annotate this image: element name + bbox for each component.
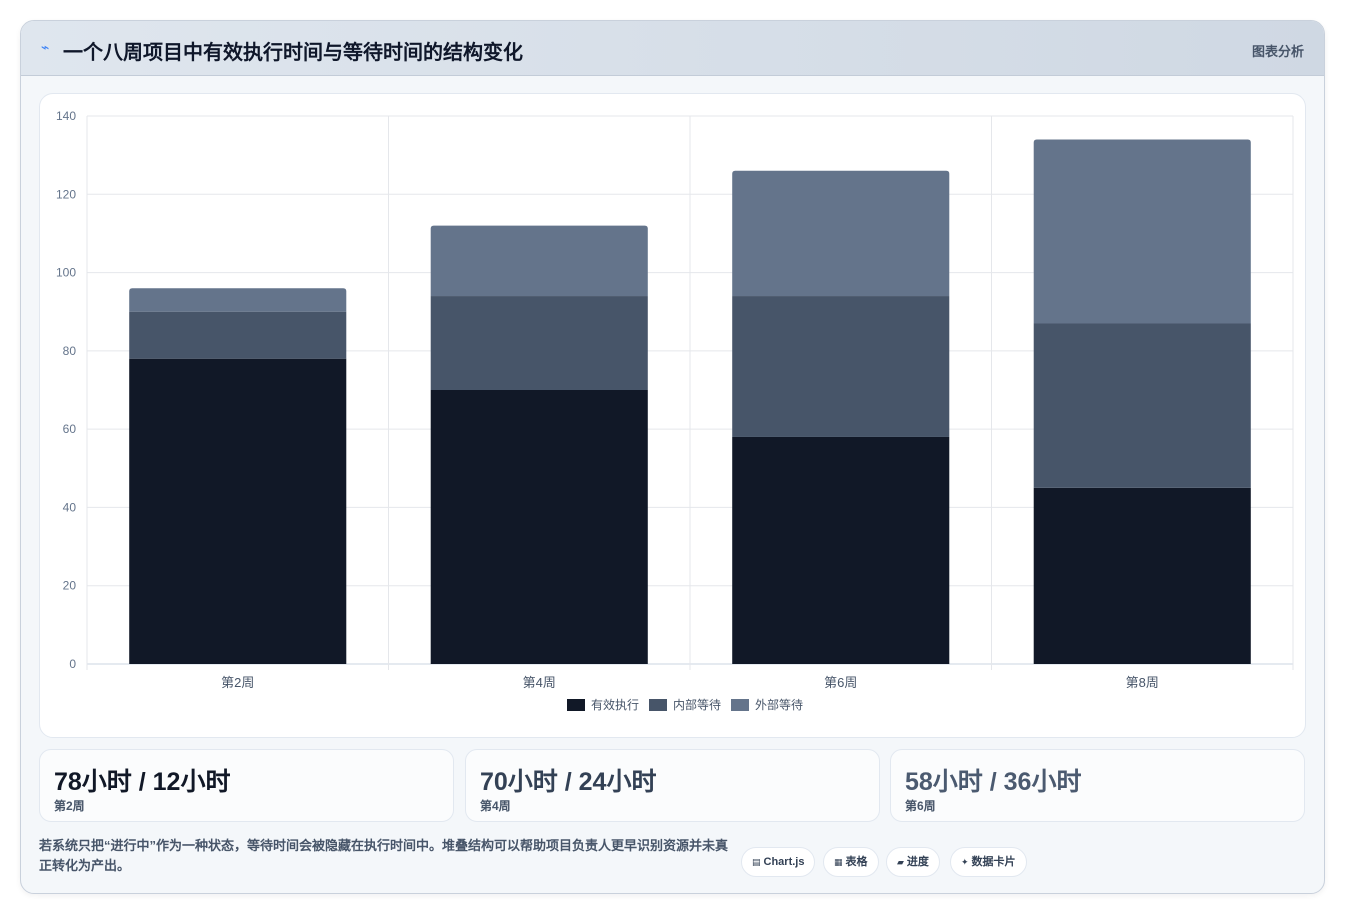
bar-segment [732, 170, 950, 297]
card-header: ⌁ 一个八周项目中有效执行时间与等待时间的结构变化 图表分析 [21, 21, 1324, 76]
stat-card-week6: 58小时 / 36小时 第6周 [890, 749, 1305, 822]
stat-value: 70小时 / 24小时 [480, 768, 657, 796]
table-icon: ▦ [834, 857, 843, 867]
bar-segment [1033, 323, 1251, 488]
page-title: 一个八周项目中有效执行时间与等待时间的结构变化 [63, 42, 523, 64]
bar-segment [732, 296, 950, 437]
legend-swatch [649, 699, 667, 711]
stat-label: 第4周 [480, 799, 511, 813]
stat-value: 78小时 / 12小时 [54, 768, 231, 796]
y-tick-label: 100 [56, 266, 76, 280]
y-tick-label: 20 [63, 579, 77, 593]
pill-data-card[interactable]: ✦ 数据卡片 [950, 847, 1027, 877]
y-tick-label: 80 [63, 344, 77, 358]
pill-table[interactable]: ▦ 表格 [823, 847, 879, 877]
bar-segment [1033, 139, 1251, 324]
x-tick-label: 第6周 [824, 675, 857, 690]
bar-segment [129, 311, 347, 359]
pill-progress[interactable]: ▰ 进度 [886, 847, 940, 877]
header-tag[interactable]: 图表分析 [1251, 44, 1304, 59]
stat-card-week2: 78小时 / 12小时 第2周 [39, 749, 454, 822]
legend-swatch [567, 699, 585, 711]
y-tick-label: 140 [56, 109, 76, 123]
bar-segment [732, 436, 950, 664]
bolt-icon: ⌁ [41, 39, 50, 55]
x-tick-label: 第8周 [1126, 675, 1159, 690]
y-tick-label: 120 [56, 187, 76, 201]
bar-segment [129, 358, 347, 664]
bar-segment [430, 296, 648, 390]
legend-label: 外部等待 [755, 697, 803, 712]
footnote: 若系统只把“进行中”作为一种状态，等待时间会被隐藏在执行时间中。堆叠结构可以帮助… [39, 838, 729, 873]
stat-label: 第2周 [54, 799, 85, 813]
x-tick-label: 第2周 [221, 675, 254, 690]
chart-icon: ▤ [752, 857, 761, 867]
stat-label: 第6周 [905, 799, 936, 813]
pill-chartjs[interactable]: ▤ Chart.js [741, 847, 816, 877]
bar-segment [430, 225, 648, 297]
chart-panel: 0 20 40 60 80 100 120 140 第2周 第4周 第6周 第8周有效执行 内部等待 外部… [39, 93, 1306, 738]
legend-label: 内部等待 [673, 697, 721, 712]
bar-segment [1033, 487, 1251, 664]
y-tick-label: 0 [69, 657, 76, 671]
progress-icon: ▰ [897, 857, 904, 867]
stat-card-week4: 70小时 / 24小时 第4周 [465, 749, 880, 822]
chart-card: ⌁ 一个八周项目中有效执行时间与等待时间的结构变化 图表分析 0 20 40 60 80… [20, 20, 1325, 894]
y-tick-label: 40 [63, 500, 77, 514]
bar-segment [430, 390, 648, 664]
stat-value: 58小时 / 36小时 [905, 768, 1082, 796]
legend-swatch [731, 699, 749, 711]
x-tick-label: 第4周 [523, 675, 556, 690]
y-tick-label: 60 [63, 422, 77, 436]
bar-segment [129, 288, 347, 312]
legend-label: 有效执行 [591, 697, 639, 712]
sparkle-icon: ✦ [961, 857, 969, 867]
